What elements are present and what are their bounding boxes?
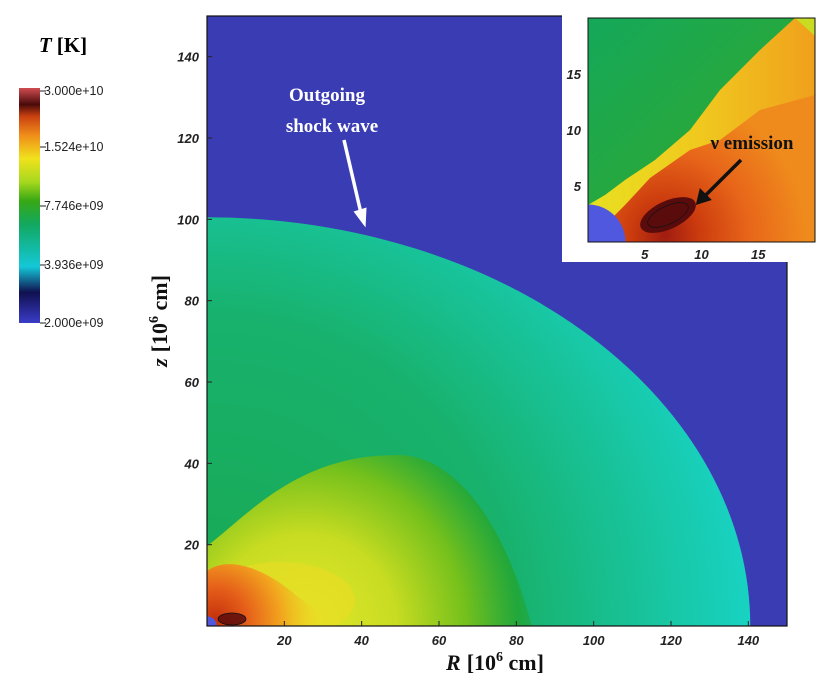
arrow-shaft [342,139,364,216]
emission-annotation: ν emission [710,133,794,154]
y-axis-label: z[106 cm] [147,275,172,368]
colorbar-gradient [19,88,40,323]
inset-green-region [588,18,795,205]
x-tick-label: 40 [353,633,369,648]
shock-annotation-line2: shock wave [286,116,378,137]
y-tick-label: 40 [184,456,200,471]
y-axis-ticks: 20 40 60 80 100 120 140 [177,50,212,553]
x-axis-label: R [106 cm] [445,650,544,675]
emission-annotation-arrow [695,158,743,206]
inset-y-tick-label: 5 [574,179,582,194]
x-tick-label: 140 [737,633,759,648]
inset-plot: 5 10 15 5 10 15 ν emission [562,14,819,262]
colorbar-tick-label: 1.524e+10 [44,140,103,154]
shock-annotation-line1: Outgoing [289,85,366,106]
x-tick-label: 80 [509,633,524,648]
emission-contour [217,612,247,626]
y-tick-label: 140 [177,50,199,65]
x-axis-ticks: 20 40 60 80 100 120 140 [276,621,760,648]
y-tick-label: 120 [177,131,199,146]
x-tick-label: 60 [432,633,447,648]
neutron-star-core [207,616,217,626]
x-tick-label: 120 [660,633,682,648]
inset-emission-hotspot [640,197,696,233]
colorbar: T [K] 3.000e+10 1.524e+10 7.746e+09 3.936e+0… [19,33,103,330]
colorbar-ticks: 3.000e+10 1.524e+10 7.746e+09 3.936e+09 2.00… [40,84,103,330]
inset-y-tick-label: 15 [567,67,582,82]
hot-core-region [207,564,337,626]
inset-emission-contour [647,202,689,228]
y-tick-label: 20 [184,538,200,553]
inset-x-tick-label: 5 [641,247,649,262]
arrow-head [695,188,712,206]
inset-x-tick-label: 15 [751,247,766,262]
colorbar-title: T [K] [39,33,87,57]
inset-x-tick-label: 10 [694,247,709,262]
inset-frame [587,17,816,243]
inset-yellow-corner [795,18,815,36]
emission-hotspot [218,613,246,625]
colorbar-tick-label: 3.936e+09 [44,258,103,272]
y-tick-label: 100 [177,212,199,227]
plot-frame [206,15,788,627]
colorbar-tick-label: 3.000e+10 [44,84,103,98]
colorbar-tick-label: 2.000e+09 [44,316,103,330]
x-tick-label: 100 [583,633,605,648]
inset-x-axis-ticks: 5 10 15 [641,247,766,262]
shock-annotation-arrow [342,139,367,228]
main-plot: 20 40 60 80 100 120 140 20 40 60 80 100 120 140 Outg… [147,15,788,675]
inset-y-axis-ticks: 5 10 15 [567,67,582,194]
arrow-shaft [702,158,743,199]
inset-y-tick-label: 10 [567,123,582,138]
y-tick-label: 60 [185,375,200,390]
arrow-head [353,207,367,228]
colorbar-tick-label: 7.746e+09 [44,199,103,213]
inset-neutron-star-core [588,204,626,242]
y-tick-label: 80 [185,294,200,309]
x-tick-label: 20 [276,633,292,648]
